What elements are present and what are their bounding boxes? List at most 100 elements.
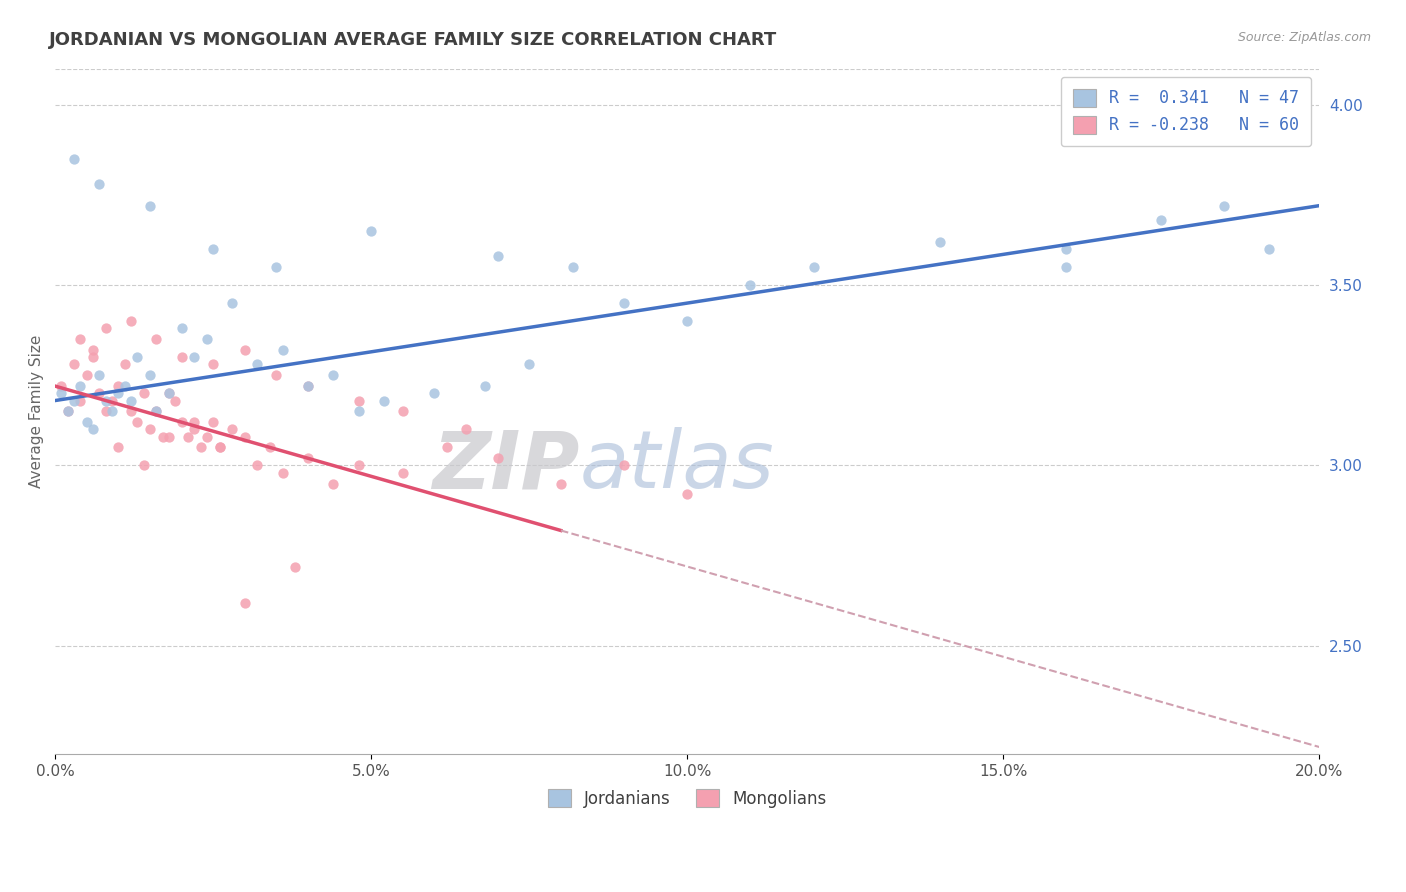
- Point: [157, 386, 180, 401]
- Point: [436, 441, 458, 455]
- Point: [233, 596, 256, 610]
- Point: [373, 393, 395, 408]
- Point: [152, 429, 174, 443]
- Point: [297, 379, 319, 393]
- Point: [550, 476, 572, 491]
- Point: [69, 332, 91, 346]
- Point: [474, 379, 496, 393]
- Point: [613, 458, 636, 473]
- Point: [202, 415, 225, 429]
- Point: [183, 422, 205, 436]
- Text: ZIP: ZIP: [433, 427, 579, 505]
- Point: [82, 350, 104, 364]
- Point: [271, 466, 294, 480]
- Point: [157, 386, 180, 401]
- Legend: Jordanians, Mongolians: Jordanians, Mongolians: [541, 782, 834, 814]
- Point: [94, 404, 117, 418]
- Point: [120, 404, 142, 418]
- Point: [929, 235, 952, 249]
- Point: [139, 422, 162, 436]
- Point: [114, 358, 136, 372]
- Point: [145, 332, 167, 346]
- Point: [347, 393, 370, 408]
- Point: [120, 314, 142, 328]
- Point: [94, 393, 117, 408]
- Point: [360, 224, 382, 238]
- Point: [423, 386, 446, 401]
- Point: [101, 393, 124, 408]
- Point: [1257, 242, 1279, 256]
- Point: [177, 429, 200, 443]
- Point: [233, 429, 256, 443]
- Point: [170, 321, 193, 335]
- Point: [107, 386, 129, 401]
- Y-axis label: Average Family Size: Average Family Size: [30, 334, 44, 488]
- Point: [259, 441, 281, 455]
- Point: [266, 260, 288, 274]
- Point: [89, 368, 111, 383]
- Point: [613, 296, 636, 310]
- Point: [89, 386, 111, 401]
- Point: [132, 458, 155, 473]
- Point: [740, 278, 762, 293]
- Point: [676, 314, 699, 328]
- Point: [127, 350, 149, 364]
- Point: [69, 393, 91, 408]
- Point: [202, 358, 225, 372]
- Point: [803, 260, 825, 274]
- Point: [486, 249, 509, 263]
- Point: [63, 152, 86, 166]
- Point: [391, 404, 413, 418]
- Point: [56, 404, 79, 418]
- Point: [202, 242, 225, 256]
- Point: [517, 358, 540, 372]
- Point: [145, 404, 167, 418]
- Point: [63, 393, 86, 408]
- Point: [101, 404, 124, 418]
- Point: [56, 404, 79, 418]
- Point: [266, 368, 288, 383]
- Point: [271, 343, 294, 357]
- Point: [114, 379, 136, 393]
- Point: [347, 458, 370, 473]
- Point: [63, 358, 86, 372]
- Text: JORDANIAN VS MONGOLIAN AVERAGE FAMILY SIZE CORRELATION CHART: JORDANIAN VS MONGOLIAN AVERAGE FAMILY SI…: [49, 31, 778, 49]
- Point: [676, 487, 699, 501]
- Point: [233, 343, 256, 357]
- Point: [127, 415, 149, 429]
- Point: [157, 429, 180, 443]
- Point: [322, 476, 344, 491]
- Point: [51, 386, 73, 401]
- Point: [195, 429, 218, 443]
- Point: [391, 466, 413, 480]
- Point: [454, 422, 477, 436]
- Point: [190, 441, 212, 455]
- Point: [246, 458, 269, 473]
- Point: [297, 379, 319, 393]
- Point: [145, 404, 167, 418]
- Point: [139, 368, 162, 383]
- Point: [1150, 213, 1173, 227]
- Point: [347, 404, 370, 418]
- Point: [69, 379, 91, 393]
- Point: [284, 559, 307, 574]
- Point: [1056, 242, 1078, 256]
- Point: [107, 441, 129, 455]
- Point: [94, 321, 117, 335]
- Point: [89, 177, 111, 191]
- Point: [221, 422, 243, 436]
- Point: [170, 415, 193, 429]
- Point: [139, 199, 162, 213]
- Point: [297, 451, 319, 466]
- Point: [132, 386, 155, 401]
- Point: [170, 350, 193, 364]
- Point: [221, 296, 243, 310]
- Point: [486, 451, 509, 466]
- Text: atlas: atlas: [579, 427, 775, 505]
- Point: [76, 415, 98, 429]
- Point: [183, 415, 205, 429]
- Point: [208, 441, 231, 455]
- Point: [76, 368, 98, 383]
- Point: [82, 343, 104, 357]
- Point: [246, 358, 269, 372]
